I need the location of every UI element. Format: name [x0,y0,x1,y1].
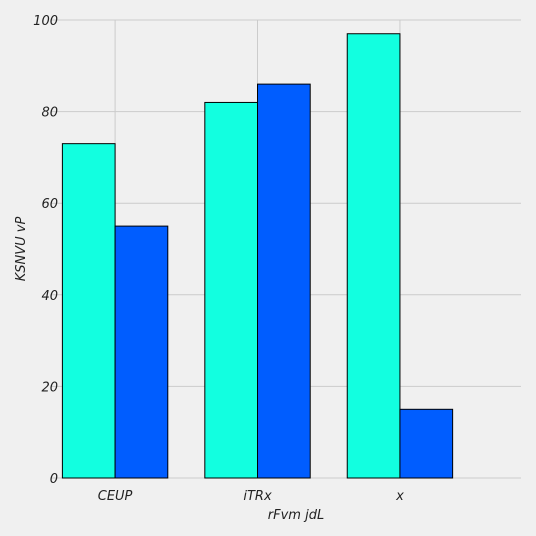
x-tick-labels: CEUP iTRx x [98,489,404,504]
bar-series-1-CEUP [61,143,116,479]
x-tick-label: x [395,489,404,504]
x-tick-label: iTRx [243,489,272,504]
bar-series-2-iTRx [257,83,311,479]
bar-series-2-CEUP [114,225,169,479]
y-tick-labels: 0 20 40 60 80 100 [33,14,58,487]
x-tick-label: CEUP [98,489,133,504]
y-tick-label: 80 [41,106,58,121]
y-tick-label: 0 [50,472,58,487]
bar-series-1-x [346,33,401,479]
bar-series-2-x [399,408,454,479]
y-tick-label: 100 [33,14,58,29]
y-tick-label: 20 [41,380,58,395]
bar-series-1-iTRx [204,101,259,479]
x-axis-title: rFvm jdL [268,508,324,523]
bars [61,33,454,479]
y-tick-label: 40 [41,289,58,304]
y-tick-label: 60 [41,197,58,212]
y-axis-title: KSNVU vP [14,217,29,282]
